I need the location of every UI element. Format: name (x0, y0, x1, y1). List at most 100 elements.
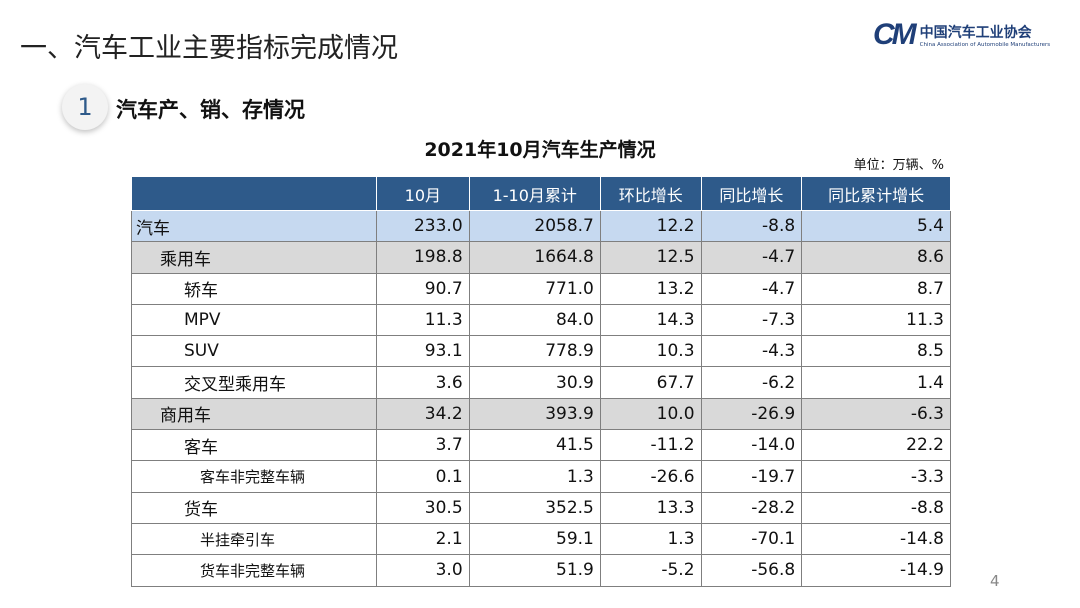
row-label: 半挂牵引车 (131, 522, 377, 556)
logo-mark: CM (873, 18, 917, 51)
column-header: 同比增长 (700, 176, 803, 211)
table-row: SUV 93.1 778.9 10.3 -4.3 8.5 (131, 335, 951, 368)
table-cell: 8.6 (801, 241, 951, 274)
table-cell: -28.2 (700, 491, 803, 524)
table-cell: 90.7 (376, 272, 470, 305)
table-row: 汽车 233.0 2058.7 12.2 -8.8 5.4 (131, 209, 951, 243)
table-cell: -8.8 (700, 209, 803, 243)
table-cell: 22.2 (801, 429, 951, 462)
table-row: 客车非完整车辆 0.1 1.3 -26.6 -19.7 -3.3 (131, 460, 951, 493)
table-cell: -7.3 (700, 303, 803, 337)
table-cell: 0.1 (376, 460, 470, 493)
table-cell: 93.1 (376, 335, 470, 368)
table-cell: 51.9 (468, 554, 601, 587)
table-row: 交叉型乘用车 3.6 30.9 67.7 -6.2 1.4 (131, 366, 951, 399)
table-cell: -14.0 (700, 429, 803, 462)
table-cell: -14.8 (801, 522, 951, 556)
row-label: 商用车 (131, 397, 377, 431)
page-number: 4 (990, 572, 1000, 590)
column-header: 同比累计增长 (801, 176, 951, 211)
row-label: 交叉型乘用车 (131, 366, 377, 399)
table-cell: -6.3 (801, 397, 951, 431)
table-cell: -56.8 (700, 554, 803, 587)
table-cell: 12.2 (599, 209, 702, 243)
table-cell: 30.9 (468, 366, 601, 399)
table-cell: 13.2 (599, 272, 702, 305)
section-number-badge: 1 (62, 84, 108, 130)
table-cell: -8.8 (801, 491, 951, 524)
table-cell: 2058.7 (468, 209, 601, 243)
column-header: 环比增长 (599, 176, 702, 211)
table-row: 乘用车 198.8 1664.8 12.5 -4.7 8.6 (131, 241, 951, 274)
table-row: 货车 30.5 352.5 13.3 -28.2 -8.8 (131, 491, 951, 524)
table-cell: 14.3 (599, 303, 702, 337)
table-title: 2021年10月汽车生产情况 (424, 139, 656, 161)
row-label: SUV (131, 335, 377, 368)
logo-cn: 中国汽车工业协会 (919, 25, 1032, 41)
table-cell: -14.9 (801, 554, 951, 587)
column-header: 10月 (376, 176, 470, 211)
table-row: 货车非完整车辆 3.0 51.9 -5.2 -56.8 -14.9 (131, 554, 951, 587)
table-cell: -19.7 (700, 460, 803, 493)
table-cell: 3.6 (376, 366, 470, 399)
table-cell: -11.2 (599, 429, 702, 462)
table-cell: 198.8 (376, 241, 470, 274)
table-cell: -4.3 (700, 335, 803, 368)
row-label: 乘用车 (131, 241, 377, 274)
table-row: MPV 11.3 84.0 14.3 -7.3 11.3 (131, 303, 951, 337)
table-cell: 11.3 (801, 303, 951, 337)
table-cell: -26.6 (599, 460, 702, 493)
table-cell: 8.5 (801, 335, 951, 368)
table-cell: 3.7 (376, 429, 470, 462)
table-row: 半挂牵引车 2.1 59.1 1.3 -70.1 -14.8 (131, 522, 951, 556)
table-cell: 11.3 (376, 303, 470, 337)
table-cell: 778.9 (468, 335, 601, 368)
table-cell: 1.3 (599, 522, 702, 556)
table-cell: 771.0 (468, 272, 601, 305)
table-cell: 34.2 (376, 397, 470, 431)
table-cell: -4.7 (700, 272, 803, 305)
table-cell: -5.2 (599, 554, 702, 587)
table-cell: 59.1 (468, 522, 601, 556)
table-cell: 233.0 (376, 209, 470, 243)
table-cell: 10.0 (599, 397, 702, 431)
logo-en: China Association of Automobile Manufact… (919, 42, 1051, 48)
table-cell: 352.5 (468, 491, 601, 524)
table-cell: 393.9 (468, 397, 601, 431)
table-cell: 1.3 (468, 460, 601, 493)
table-cell: -6.2 (700, 366, 803, 399)
table-header-row: 10月 1-10月累计 环比增长 同比增长 同比累计增长 (131, 176, 951, 211)
table-cell: 2.1 (376, 522, 470, 556)
row-label: 客车 (131, 429, 377, 462)
table-row: 轿车 90.7 771.0 13.2 -4.7 8.7 (131, 272, 951, 305)
section-title: 汽车产、销、存情况 (116, 98, 305, 122)
row-label: 轿车 (131, 272, 377, 305)
table-cell: -4.7 (700, 241, 803, 274)
table-cell: 12.5 (599, 241, 702, 274)
row-label: MPV (131, 303, 377, 337)
table-cell: 67.7 (599, 366, 702, 399)
table-cell: 8.7 (801, 272, 951, 305)
table-cell: 5.4 (801, 209, 951, 243)
table-cell: 3.0 (376, 554, 470, 587)
row-label: 货车非完整车辆 (131, 554, 377, 587)
table-cell: 84.0 (468, 303, 601, 337)
table-cell: 13.3 (599, 491, 702, 524)
table-cell: -70.1 (700, 522, 803, 556)
table-cell: 30.5 (376, 491, 470, 524)
production-table: 10月 1-10月累计 环比增长 同比增长 同比累计增长 汽车 233.0 2058.7 12… (131, 176, 951, 587)
table-cell: 10.3 (599, 335, 702, 368)
unit-label: 单位：万辆、% (853, 158, 944, 173)
row-label: 货车 (131, 491, 377, 524)
column-header (131, 176, 377, 211)
row-label: 汽车 (131, 209, 377, 243)
table-cell: 41.5 (468, 429, 601, 462)
row-label: 客车非完整车辆 (131, 460, 377, 493)
table-cell: -26.9 (700, 397, 803, 431)
table-cell: 1.4 (801, 366, 951, 399)
column-header: 1-10月累计 (468, 176, 601, 211)
slide-title: 一、汽车工业主要指标完成情况 (20, 33, 398, 64)
table-row: 客车 3.7 41.5 -11.2 -14.0 22.2 (131, 429, 951, 462)
caam-logo: CM 中国汽车工业协会 China Association of Automob… (873, 18, 1050, 52)
table-row: 商用车 34.2 393.9 10.0 -26.9 -6.3 (131, 397, 951, 431)
